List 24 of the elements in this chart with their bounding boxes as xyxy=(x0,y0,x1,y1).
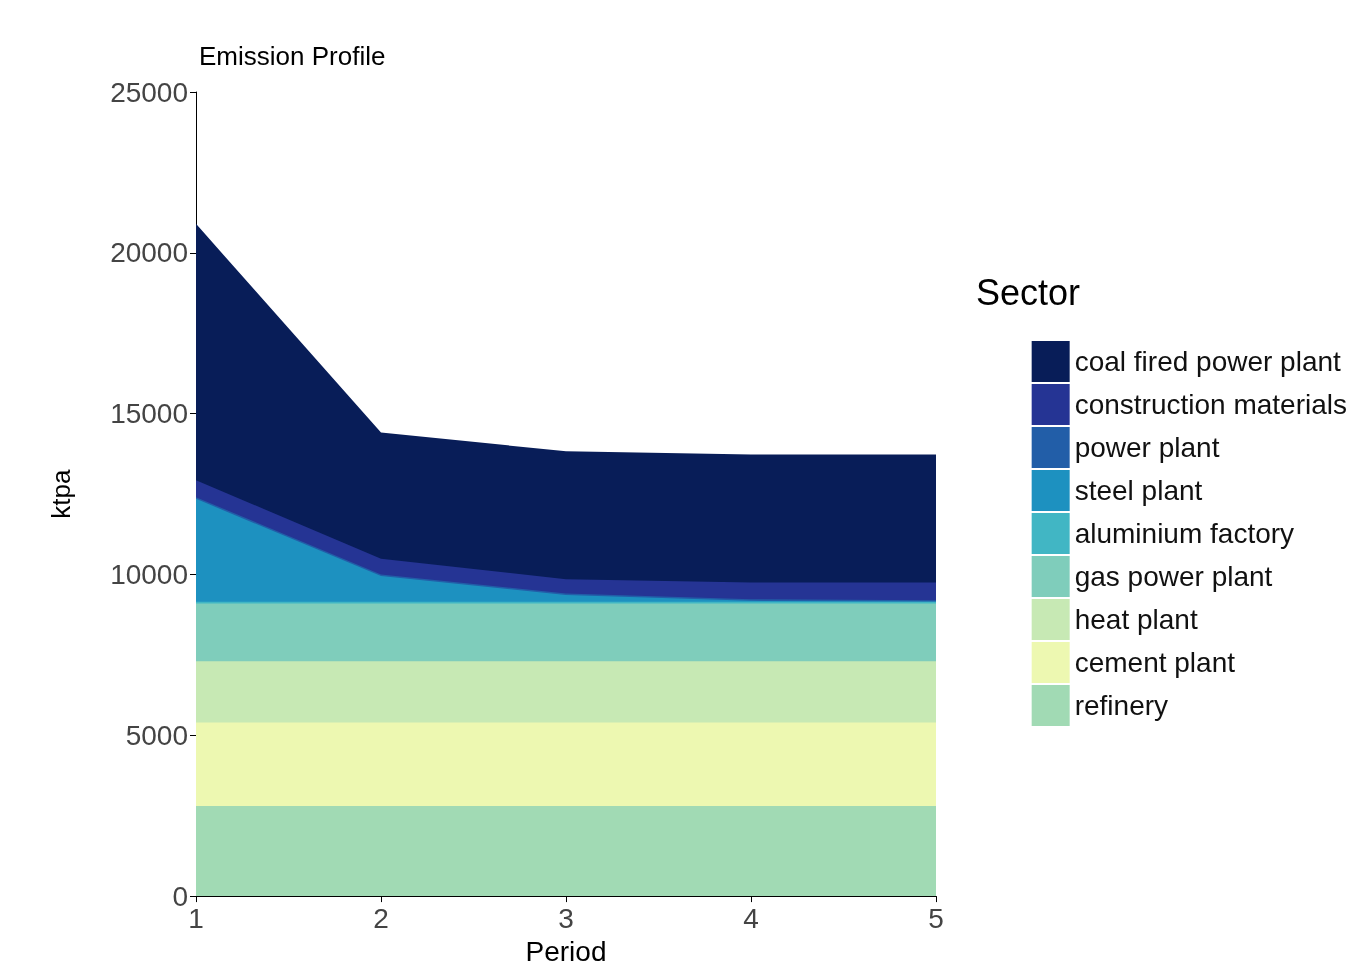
legend-label: heat plant xyxy=(1074,604,1198,635)
y-tick-label: 10000 xyxy=(110,558,188,590)
y-tick-label: 25000 xyxy=(110,76,188,108)
legend-label: cement plant xyxy=(1074,647,1236,678)
legend-label: gas power plant xyxy=(1074,561,1273,592)
x-tick-label: 3 xyxy=(558,902,574,934)
x-tick-label: 4 xyxy=(743,902,759,934)
legend-title: Sector xyxy=(976,271,1081,313)
y-tick-label: 15000 xyxy=(110,398,188,430)
y-tick-label: 5000 xyxy=(125,719,188,751)
x-tick-label: 5 xyxy=(928,902,944,934)
chart-title: Emission Profile xyxy=(199,41,386,71)
legend-label: construction materials xyxy=(1074,389,1348,420)
y-axis-title: ktpa xyxy=(46,468,76,519)
legend-label: coal fired power plant xyxy=(1074,346,1342,377)
legend-label: refinery xyxy=(1074,690,1169,721)
y-tick-label: 20000 xyxy=(110,237,188,269)
legend-label: power plant xyxy=(1074,432,1220,463)
legend-label: aluminium factory xyxy=(1074,518,1295,549)
y-tick-label: 0 xyxy=(172,880,188,912)
legend-label: steel plant xyxy=(1074,475,1203,506)
x-tick-label: 1 xyxy=(188,902,204,934)
x-tick-label: 2 xyxy=(373,902,389,934)
x-axis-title: Period xyxy=(525,935,607,967)
